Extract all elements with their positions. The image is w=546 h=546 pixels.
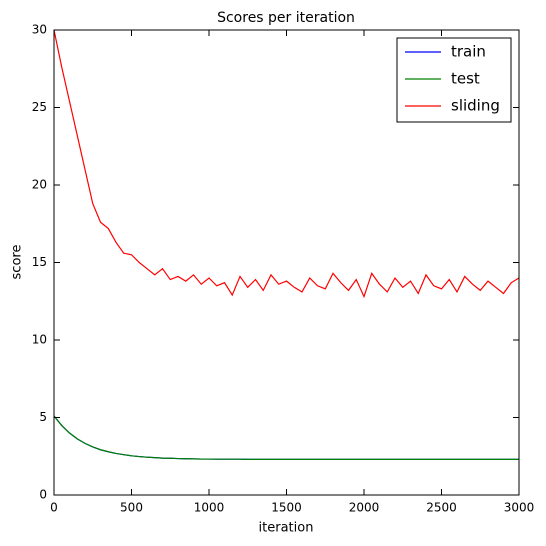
x-tick-label: 1500 bbox=[271, 501, 302, 515]
x-tick-label: 2500 bbox=[426, 501, 457, 515]
y-tick-label: 20 bbox=[32, 178, 47, 192]
y-tick-label: 30 bbox=[32, 23, 47, 37]
y-tick-label: 0 bbox=[39, 488, 47, 502]
x-tick-label: 3000 bbox=[504, 501, 535, 515]
series-line bbox=[53, 415, 519, 460]
legend-label: sliding bbox=[451, 97, 500, 115]
series-line bbox=[53, 415, 519, 460]
series-line bbox=[53, 29, 520, 299]
y-tick-label: 25 bbox=[32, 100, 47, 114]
chart-title: Scores per iteration bbox=[217, 10, 355, 26]
y-tick-label: 15 bbox=[32, 255, 47, 269]
x-tick-label: 0 bbox=[50, 501, 58, 515]
y-tick-label: 10 bbox=[32, 333, 47, 347]
x-axis-label: iteration bbox=[259, 521, 314, 536]
y-axis-label: score bbox=[10, 245, 25, 280]
x-tick-label: 500 bbox=[120, 501, 143, 515]
x-tick-label: 1000 bbox=[194, 501, 225, 515]
legend-label: test bbox=[451, 70, 480, 88]
y-tick-label: 5 bbox=[39, 410, 47, 424]
legend-label: train bbox=[451, 43, 486, 61]
x-tick-label: 2000 bbox=[349, 501, 380, 515]
